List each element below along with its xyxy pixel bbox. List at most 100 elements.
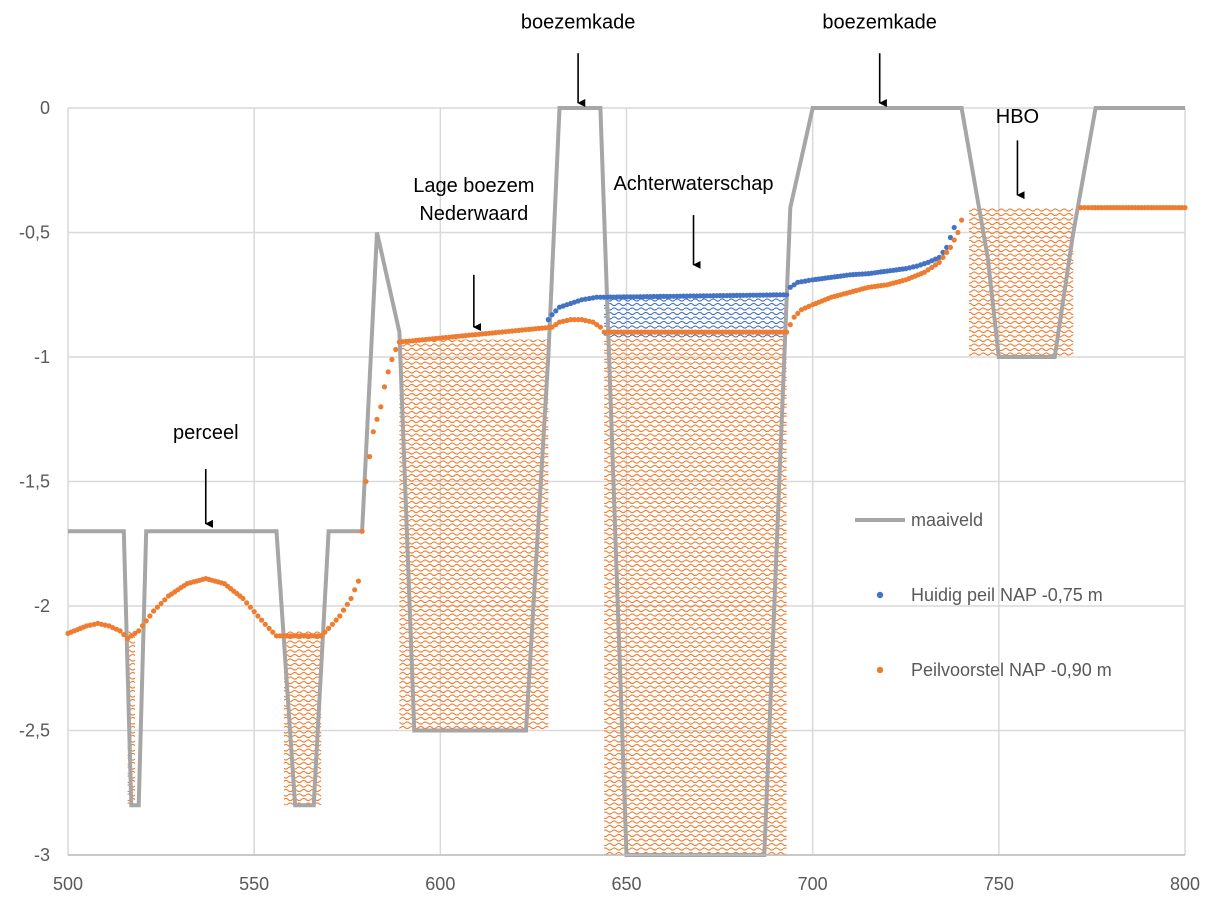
y-tick-label: -0,5: [19, 223, 50, 243]
peilvoorstel-point: [784, 329, 790, 335]
water-fills: [127, 207, 1074, 856]
water-fill-peil: [969, 207, 1074, 357]
peilvoorstel-point: [162, 597, 168, 603]
peilvoorstel-point: [1182, 205, 1188, 211]
peilvoorstel-point: [355, 578, 361, 584]
huidig-peil-point: [553, 308, 559, 314]
peilvoorstel-point: [389, 356, 395, 363]
peilvoorstel-point: [381, 384, 388, 390]
peilvoorstel-point: [385, 369, 391, 375]
huidig-peil-point: [545, 317, 551, 323]
peilvoorstel-point: [337, 613, 343, 619]
peilvoorstel-point: [791, 314, 797, 320]
peilvoorstel-point: [553, 322, 559, 328]
peilvoorstel-point: [594, 322, 600, 328]
peilvoorstel-point: [936, 259, 942, 265]
annotations: perceel Lage boezem Nederwaard boezemkade Ac…: [173, 11, 1039, 528]
peilvoorstel-point: [374, 416, 380, 422]
peilvoorstel-point: [266, 625, 272, 632]
annotation-label: boezemkade: [521, 11, 636, 33]
peilvoorstel-point: [359, 528, 365, 534]
peilvoorstel-point: [128, 633, 134, 639]
peilvoorstel-point: [363, 478, 369, 485]
peilvoorstel-point: [795, 310, 801, 316]
peilvoorstel-point: [1078, 205, 1084, 211]
annotation-label: Achterwaterschap: [613, 173, 773, 195]
peilvoorstel-point: [568, 317, 574, 323]
peilvoorstel-point: [329, 621, 335, 627]
annotation-label: Lage boezem: [413, 175, 534, 197]
huidig-peil-point: [940, 249, 946, 255]
peilvoorstel-point: [549, 324, 555, 330]
x-tick-label: 700: [798, 874, 828, 894]
peilvoorstel-point: [251, 609, 257, 615]
legend-label: Huidig peil NAP -0,75 m: [911, 585, 1103, 605]
peilvoorstel-point: [352, 587, 358, 593]
peilvoorstel-point: [955, 229, 961, 236]
huidig-peil-point: [784, 292, 790, 298]
legend-label: Peilvoorstel NAP -0,90 m: [911, 660, 1112, 680]
annotation-label: HBO: [996, 106, 1039, 128]
peilvoorstel-point: [318, 633, 324, 639]
x-tick-label: 800: [1170, 874, 1200, 894]
y-tick-label: 0: [40, 98, 50, 118]
peilvoorstel-point: [929, 264, 935, 270]
legend: maaiveld Huidig peil NAP -0,75 m Peilvoors…: [855, 510, 1112, 680]
annotation-label: boezemkade: [822, 11, 937, 33]
peilvoorstel-point: [322, 629, 328, 635]
y-tick-label: -2: [34, 596, 50, 616]
water-fill-peil: [399, 339, 549, 731]
peilvoorstel-point: [340, 607, 347, 613]
annotation-label: perceel: [173, 422, 239, 444]
huidig-peil-point: [936, 254, 942, 260]
peilvoorstel-point: [575, 317, 581, 323]
peilvoorstel-point: [151, 608, 157, 614]
water-fill-peil: [127, 630, 136, 806]
peilvoorstel-point: [787, 322, 793, 328]
huidig-peil-point: [944, 244, 950, 250]
peilvoorstel-point: [154, 604, 160, 610]
maaiveld-series: [68, 106, 1185, 857]
huidig-peil-point: [951, 224, 957, 231]
peilvoorstel-point: [393, 346, 399, 353]
peilvoorstel-point: [370, 429, 376, 435]
peilvoorstel-point: [255, 613, 261, 619]
peilvoorstel-point: [597, 324, 604, 330]
peilvoorstel-point: [590, 319, 596, 325]
peilvoorstel-point: [925, 267, 931, 273]
peilvoorstel-point: [333, 617, 339, 623]
peilvoorstel-point: [247, 604, 253, 610]
peilvoorstel-point: [944, 249, 950, 255]
y-tick-label: -3: [34, 845, 50, 865]
huidig-peil-point: [549, 312, 555, 318]
annotation-label: Nederwaard: [419, 203, 528, 225]
peilvoorstel-point: [326, 625, 332, 632]
peilvoorstel-point: [136, 628, 142, 634]
peilvoorstel-point: [947, 244, 954, 250]
huidig-peil-point: [947, 234, 954, 241]
peilvoorstel-point: [121, 632, 127, 638]
huidig-peil-point: [787, 284, 793, 290]
peilvoorstel-point: [147, 613, 153, 619]
peilvoorstel-point: [932, 262, 939, 268]
peilvoorstel-point: [959, 217, 965, 223]
peilvoorstel-point: [571, 317, 578, 323]
peilvoorstel-point: [259, 617, 265, 623]
huidig-peil-point: [594, 294, 600, 300]
peilvoorstel-point: [1085, 205, 1091, 211]
legend-swatch-dot: [876, 591, 884, 599]
peilvoorstel-point: [348, 595, 354, 602]
peilvoorstel-point: [940, 254, 946, 260]
water-fill-peil: [604, 337, 787, 856]
peilvoorstel-point: [951, 237, 957, 243]
peilvoorstel-point: [139, 623, 146, 629]
peilvoorstel-point: [240, 595, 246, 602]
peilvoorstel-point: [367, 454, 373, 460]
maaiveld-line: [68, 106, 1185, 857]
peilvoorstel-point: [344, 601, 350, 607]
peilvoorstel-point: [158, 600, 164, 607]
peilvoorstel-point: [132, 630, 138, 637]
x-tick-label: 550: [239, 874, 269, 894]
